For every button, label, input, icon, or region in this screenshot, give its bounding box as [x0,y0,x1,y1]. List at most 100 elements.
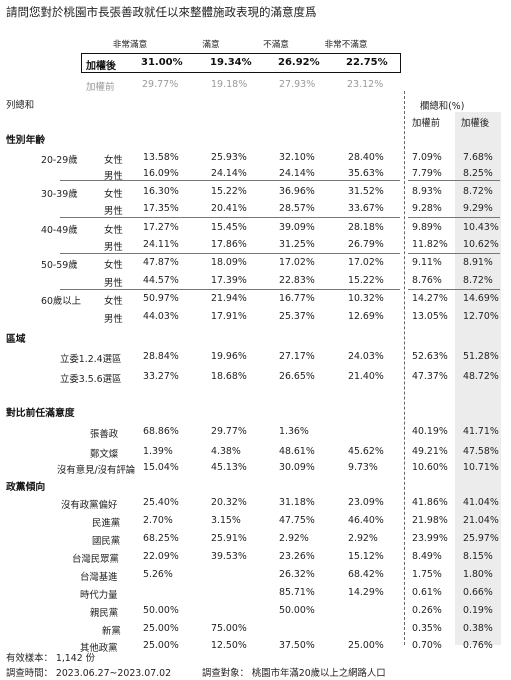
cell-value: 28.84% [143,351,179,362]
gender-label: 男性 [104,171,123,182]
cell-value: 25.93% [211,152,247,163]
weighted-after-label: 加權後 [86,61,116,72]
cell-value: 13.58% [143,152,179,163]
weighted-before-value: 27.93% [279,79,316,90]
cell-value: 3.15% [211,515,241,526]
cell-value: 35.63% [348,168,384,179]
cell-value: 50.00% [143,605,179,616]
column-sum-title: 欄總和(%) [420,101,465,112]
col-sum-before: 8.49% [412,551,442,562]
cell-value: 25.40% [143,497,179,508]
cell-value: 16.30% [143,186,179,197]
col-sum-after: 8.91% [463,257,493,268]
age-group-label: 40-49歲 [41,225,78,236]
cell-value: 31.52% [348,186,384,197]
cell-value: 29.77% [211,426,247,437]
cell-value: 23.09% [348,497,384,508]
cell-value: 19.96% [211,351,247,362]
cell-value: 24.14% [211,168,247,179]
cell-value: 25.00% [348,640,384,651]
column-before-header: 加權前 [412,118,441,129]
column-header: 非常滿意 [112,40,148,50]
group-separator [408,289,500,290]
survey-target: 調查對象： 桃園市年滿20歲以上之網路人口 [202,668,386,679]
cell-value: 48.61% [279,446,315,457]
section-gender-age: 性別年齡 [6,135,46,146]
party-label: 新黨 [102,626,121,637]
col-sum-after: 41.71% [463,426,499,437]
cell-value: 31.25% [279,239,315,250]
cell-value: 17.39% [211,275,247,286]
cell-value: 39.53% [211,551,247,562]
col-sum-before: 10.60% [412,462,448,473]
cell-value: 26.79% [348,239,384,250]
cell-value: 26.32% [279,569,315,580]
col-sum-before: 41.86% [412,497,448,508]
sample-size: 有效樣本： 1,142 份 [6,653,96,664]
col-sum-after: 8.72% [463,275,493,286]
col-sum-after: 51.28% [463,351,499,362]
cell-value: 30.09% [279,462,315,473]
divider-line [404,91,405,645]
cell-value: 24.14% [279,168,315,179]
cell-value: 20.41% [211,203,247,214]
cell-value: 14.29% [348,587,384,598]
cell-value: 37.50% [279,640,315,651]
col-sum-before: 0.61% [412,587,442,598]
col-sum-before: 13.05% [412,311,448,322]
col-sum-before: 47.37% [412,371,448,382]
cell-value: 12.69% [348,311,384,322]
col-sum-before: 14.27% [412,293,448,304]
col-sum-after: 0.38% [463,623,493,634]
cell-value: 16.09% [143,168,179,179]
col-sum-before: 1.75% [412,569,442,580]
prev-mayor-label: 沒有意見/沒有評論 [57,465,136,476]
col-sum-after: 8.15% [463,551,493,562]
cell-value: 15.22% [348,275,384,286]
party-label: 國民黨 [92,536,121,547]
cell-value: 36.96% [279,186,315,197]
col-sum-after: 47.58% [463,446,499,457]
col-sum-after: 0.76% [463,640,493,651]
group-separator [408,180,500,181]
cell-value: 32.10% [279,152,315,163]
age-group-label: 60歲以上 [41,296,82,307]
col-sum-after: 1.80% [463,569,493,580]
group-separator [60,289,400,290]
party-label: 其他政黨 [80,643,118,654]
cell-value: 15.45% [211,222,247,233]
cell-value: 33.27% [143,371,179,382]
cell-value: 17.86% [211,239,247,250]
cell-value: 24.11% [143,239,179,250]
weighted-before-value: 19.18% [211,79,248,90]
cell-value: 68.42% [348,569,384,580]
cell-value: 22.09% [143,551,179,562]
cell-value: 47.87% [143,257,179,268]
cell-value: 28.18% [348,222,384,233]
col-sum-before: 8.76% [412,275,442,286]
cell-value: 46.40% [348,515,384,526]
gender-label: 女性 [104,225,123,236]
prev-mayor-label: 鄭文燦 [90,449,119,460]
party-label: 時代力量 [80,590,118,601]
cell-value: 33.67% [348,203,384,214]
column-after-header: 加權後 [461,118,490,129]
cell-value: 21.94% [211,293,247,304]
party-label: 台灣民眾黨 [72,554,119,565]
cell-value: 39.09% [279,222,315,233]
cell-value: 23.26% [279,551,315,562]
gender-label: 女性 [104,260,123,271]
cell-value: 44.03% [143,311,179,322]
row-sum-label: 列總和 [6,100,35,111]
cell-value: 22.83% [279,275,315,286]
cell-value: 21.40% [348,371,384,382]
cell-value: 4.38% [211,446,241,457]
gender-label: 男性 [104,242,123,253]
age-group-label: 50-59歲 [41,260,78,271]
col-sum-before: 52.63% [412,351,448,362]
col-sum-before: 7.09% [412,152,442,163]
cell-value: 18.68% [211,371,247,382]
weighted-after-column-shade [455,112,501,645]
gender-label: 男性 [104,314,123,325]
col-sum-before: 9.28% [412,203,442,214]
